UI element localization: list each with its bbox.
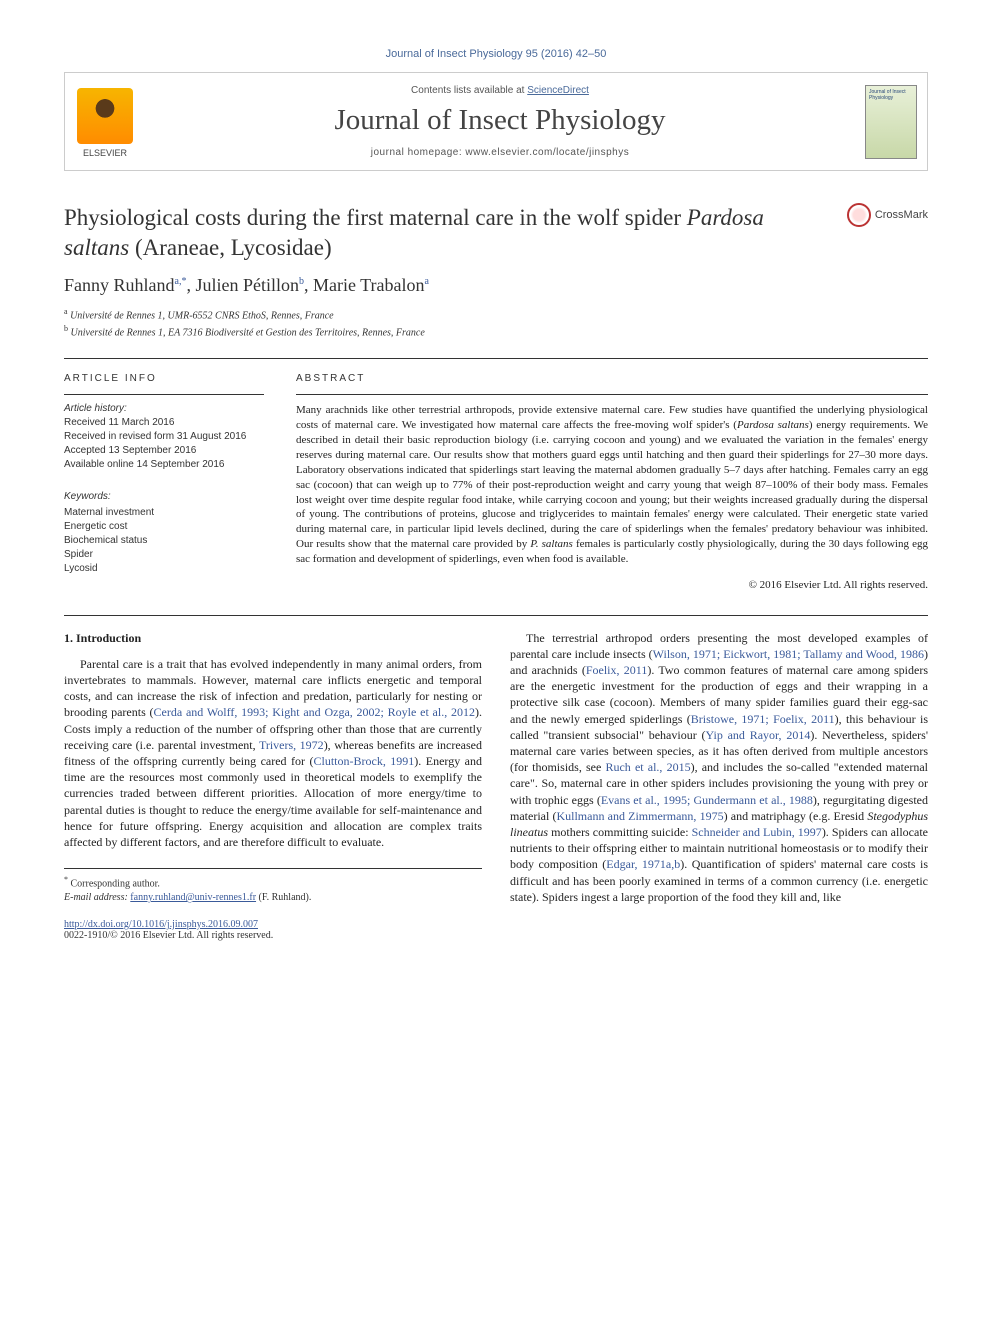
author-2-affil: b <box>299 276 304 287</box>
history-list: Received 11 March 2016 Received in revis… <box>64 416 264 472</box>
c2-ref6[interactable]: Evans et al., 1995; Gundermann et al., 1… <box>601 793 813 807</box>
corr-star: * <box>64 875 68 884</box>
c2-ref4[interactable]: Yip and Rayor, 2014 <box>706 728 811 742</box>
title-part-c: (Araneae, Lycosidae) <box>129 235 331 260</box>
c1-ref2[interactable]: Trivers, 1972 <box>259 738 324 752</box>
keywords-head: Keywords: <box>64 490 264 504</box>
author-1-name: Fanny Ruhland <box>64 275 175 295</box>
affiliation-b: b Université de Rennes 1, EA 7316 Biodiv… <box>64 323 928 340</box>
affil-a-sup: a <box>64 307 68 316</box>
paper-page: Journal of Insect Physiology 95 (2016) 4… <box>0 0 992 989</box>
crossmark-badge[interactable]: CrossMark <box>847 203 928 227</box>
affiliations: a Université de Rennes 1, UMR-6552 CNRS … <box>64 306 928 341</box>
abstract-species-1: Pardosa saltans <box>737 419 809 431</box>
history-received: Received 11 March 2016 <box>64 416 264 430</box>
sciencedirect-link[interactable]: ScienceDirect <box>527 85 589 96</box>
section-rule-bottom <box>64 615 928 616</box>
history-online: Available online 14 September 2016 <box>64 458 264 472</box>
article-info: article info Article history: Received 1… <box>64 373 264 590</box>
abstract-block: abstract Many arachnids like other terre… <box>296 373 928 590</box>
contents-available-label: Contents lists available at <box>411 85 524 96</box>
journal-cover-thumb: Journal of Insect Physiology <box>865 85 917 159</box>
authors: Fanny Ruhlanda,*, Julien Pétillonb, Mari… <box>64 275 928 296</box>
affil-b-text: Université de Rennes 1, EA 7316 Biodiver… <box>71 327 425 338</box>
crossmark-icon <box>847 203 871 227</box>
journal-homepage: journal homepage: www.elsevier.com/locat… <box>157 147 843 158</box>
keyword-2: Energetic cost <box>64 520 264 534</box>
email-line: E-mail address: fanny.ruhland@univ-renne… <box>64 891 482 905</box>
abstract-heading: abstract <box>296 373 928 384</box>
contents-available: Contents lists available at ScienceDirec… <box>157 85 843 96</box>
title-row: Physiological costs during the first mat… <box>64 203 928 263</box>
abstract-copyright: © 2016 Elsevier Ltd. All rights reserved… <box>296 579 928 591</box>
corr-line: * Corresponding author. <box>64 875 482 891</box>
abstract-rule <box>296 394 928 395</box>
intro-paragraph-1: Parental care is a trait that has evolve… <box>64 656 482 850</box>
column-left: 1. Introduction Parental care is a trait… <box>64 630 482 905</box>
c2-ref9[interactable]: Edgar, 1971a,b <box>606 857 680 871</box>
meta-row: article info Article history: Received 1… <box>64 373 928 590</box>
c2-ref3[interactable]: Bristowe, 1971; Foelix, 2011 <box>691 712 835 726</box>
keyword-4: Spider <box>64 548 264 562</box>
header-citation: Journal of Insect Physiology 95 (2016) 4… <box>64 48 928 60</box>
corresponding-author-note: * Corresponding author. E-mail address: … <box>64 868 482 904</box>
affil-a-text: Université de Rennes 1, UMR-6552 CNRS Et… <box>70 310 334 321</box>
journal-name: Journal of Insect Physiology <box>157 104 843 137</box>
abstract-c: ) energy requirements. We described in d… <box>296 419 928 550</box>
history-head: Article history: <box>64 403 264 414</box>
corr-label: Corresponding author. <box>71 878 160 889</box>
keyword-1: Maternal investment <box>64 506 264 520</box>
keyword-5: Lycosid <box>64 562 264 576</box>
history-accepted: Accepted 13 September 2016 <box>64 444 264 458</box>
email-label: E-mail address: <box>64 892 128 903</box>
keywords-block: Keywords: Maternal investment Energetic … <box>64 490 264 576</box>
author-2-name: Julien Pétillon <box>195 275 299 295</box>
c2-ref7[interactable]: Kullmann and Zimmermann, 1975 <box>556 809 723 823</box>
banner-center: Contents lists available at ScienceDirec… <box>145 73 855 170</box>
elsevier-tree-icon <box>77 88 133 144</box>
c1-d: ). Energy and time are the resources mos… <box>64 754 482 849</box>
author-3-affil: a <box>424 276 428 287</box>
email-link[interactable]: fanny.ruhland@univ-rennes1.fr <box>130 892 256 903</box>
intro-heading: 1. Introduction <box>64 630 482 646</box>
publisher-name: ELSEVIER <box>83 148 127 158</box>
info-rule <box>64 394 264 395</box>
banner-cover: Journal of Insect Physiology <box>855 73 927 170</box>
abstract-species-2: P. saltans <box>530 538 572 550</box>
article-title: Physiological costs during the first mat… <box>64 203 831 263</box>
publisher-logo-block: ELSEVIER <box>65 73 145 170</box>
page-footer: http://dx.doi.org/10.1016/j.jinsphys.201… <box>64 919 928 941</box>
article-info-heading: article info <box>64 373 264 384</box>
body-columns: 1. Introduction Parental care is a trait… <box>64 630 928 905</box>
c2-i: mothers committing suicide: <box>548 825 692 839</box>
abstract-text: Many arachnids like other terrestrial ar… <box>296 403 928 566</box>
author-3-name: Marie Trabalon <box>313 275 425 295</box>
title-part-a: Physiological costs during the first mat… <box>64 205 681 230</box>
c1-ref3[interactable]: Clutton-Brock, 1991 <box>313 754 414 768</box>
journal-banner: ELSEVIER Contents lists available at Sci… <box>64 72 928 171</box>
affil-b-sup: b <box>64 324 68 333</box>
section-rule-top <box>64 358 928 359</box>
crossmark-label: CrossMark <box>875 209 928 221</box>
homepage-url[interactable]: www.elsevier.com/locate/jinsphys <box>465 147 629 158</box>
c2-ref2[interactable]: Foelix, 2011 <box>586 663 648 677</box>
col2-paragraph-1: The terrestrial arthropod orders present… <box>510 630 928 905</box>
author-1-star: * <box>181 276 186 287</box>
c1-ref1[interactable]: Cerda and Wolff, 1993; Kight and Ozga, 2… <box>154 705 475 719</box>
c2-h: ) and matriphagy (e.g. Eresid <box>724 809 868 823</box>
c2-ref5[interactable]: Ruch et al., 2015 <box>605 760 690 774</box>
issn-copyright: 0022-1910/© 2016 Elsevier Ltd. All right… <box>64 930 928 941</box>
homepage-label: journal homepage: <box>371 147 462 158</box>
doi-link[interactable]: http://dx.doi.org/10.1016/j.jinsphys.201… <box>64 919 258 930</box>
email-who: (F. Ruhland). <box>256 892 311 903</box>
affiliation-a: a Université de Rennes 1, UMR-6552 CNRS … <box>64 306 928 323</box>
history-revised: Received in revised form 31 August 2016 <box>64 430 264 444</box>
c2-ref1[interactable]: Wilson, 1971; Eickwort, 1981; Tallamy an… <box>653 647 924 661</box>
keyword-3: Biochemical status <box>64 534 264 548</box>
c2-ref8[interactable]: Schneider and Lubin, 1997 <box>692 825 822 839</box>
column-right: The terrestrial arthropod orders present… <box>510 630 928 905</box>
